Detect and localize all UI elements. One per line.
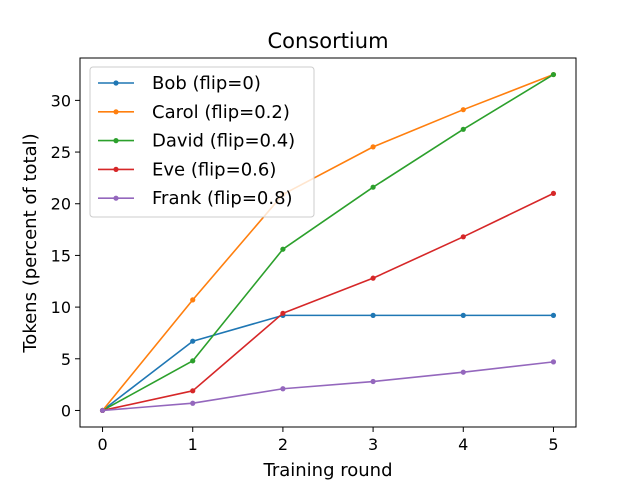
legend-marker <box>113 195 119 201</box>
x-tick-label: 5 <box>548 435 558 454</box>
data-point-frank <box>370 378 376 385</box>
legend-marker <box>113 80 119 86</box>
y-tick-label: 15 <box>51 246 71 265</box>
data-point-bob <box>550 312 557 318</box>
ticks-layer: 0 1 2 3 4 5 0 5 10 15 20 25 30 <box>51 91 559 454</box>
data-point-eve <box>280 310 286 316</box>
y-tick-label: 0 <box>61 401 71 420</box>
y-tick-label: 20 <box>51 195 71 214</box>
legend-label: Bob (flip=0) <box>152 73 261 94</box>
legend-label: David (flip=0.4) <box>152 131 295 152</box>
data-point-bob <box>460 312 466 318</box>
x-tick-label: 3 <box>368 435 378 454</box>
x-tick-label: 1 <box>188 435 198 454</box>
series-frank <box>99 359 557 414</box>
legend-label: Carol (flip=0.2) <box>152 102 290 123</box>
data-point-frank <box>190 400 196 406</box>
data-point-david <box>280 246 286 252</box>
data-point-eve <box>370 275 376 281</box>
data-point-frank <box>550 359 557 365</box>
data-point-bob <box>190 338 196 344</box>
data-point-david <box>190 358 196 364</box>
series-line-carol <box>101 73 554 411</box>
legend-item: Frank (flip=0.8) <box>98 188 293 209</box>
data-point-frank <box>280 386 286 392</box>
data-point-frank <box>460 369 466 375</box>
axes-frame <box>79 57 577 428</box>
x-tick-label: 2 <box>278 435 288 454</box>
data-point-david <box>550 71 557 78</box>
y-tick-label: 5 <box>61 350 71 369</box>
legend-item: David (flip=0.4) <box>98 131 295 152</box>
data-point-bob <box>370 312 376 318</box>
x-axis-label: Training round <box>262 460 392 480</box>
data-point-david <box>460 126 466 132</box>
y-tick-label: 25 <box>51 143 71 162</box>
chart-title: Consortium <box>267 29 388 53</box>
data-point-carol <box>190 297 196 303</box>
data-point-eve <box>190 388 196 394</box>
data-point-carol <box>370 144 376 150</box>
legend-marker <box>113 138 119 144</box>
legend: Bob (flip=0) Carol (flip=0.2) David (flip=… <box>89 66 315 218</box>
data-point-david <box>370 184 376 190</box>
legend-marker <box>113 166 119 172</box>
data-point-carol <box>460 107 466 113</box>
series-line-eve <box>102 192 554 412</box>
x-tick-label: 4 <box>458 435 468 454</box>
data-point-eve <box>550 190 557 197</box>
x-tick-label: 0 <box>97 435 107 454</box>
legend-item: Eve (flip=0.6) <box>98 159 276 180</box>
legend-box <box>89 66 315 218</box>
series-line-bob <box>102 314 554 412</box>
y-axis-label: Tokens (percent of total) <box>20 133 41 353</box>
data-point-frank <box>99 407 106 414</box>
legend-item: Carol (flip=0.2) <box>98 102 290 123</box>
legend-marker <box>113 109 119 115</box>
y-tick-label: 30 <box>51 91 71 110</box>
legend-item: Bob (flip=0) <box>98 73 261 94</box>
series-line-david <box>102 73 554 412</box>
legend-label: Eve (flip=0.6) <box>152 159 276 180</box>
legend-label: Frank (flip=0.8) <box>152 188 293 209</box>
series-layer <box>99 71 557 414</box>
y-tick-label: 10 <box>51 298 71 317</box>
series-line-frank <box>102 361 554 412</box>
data-point-eve <box>460 234 466 240</box>
